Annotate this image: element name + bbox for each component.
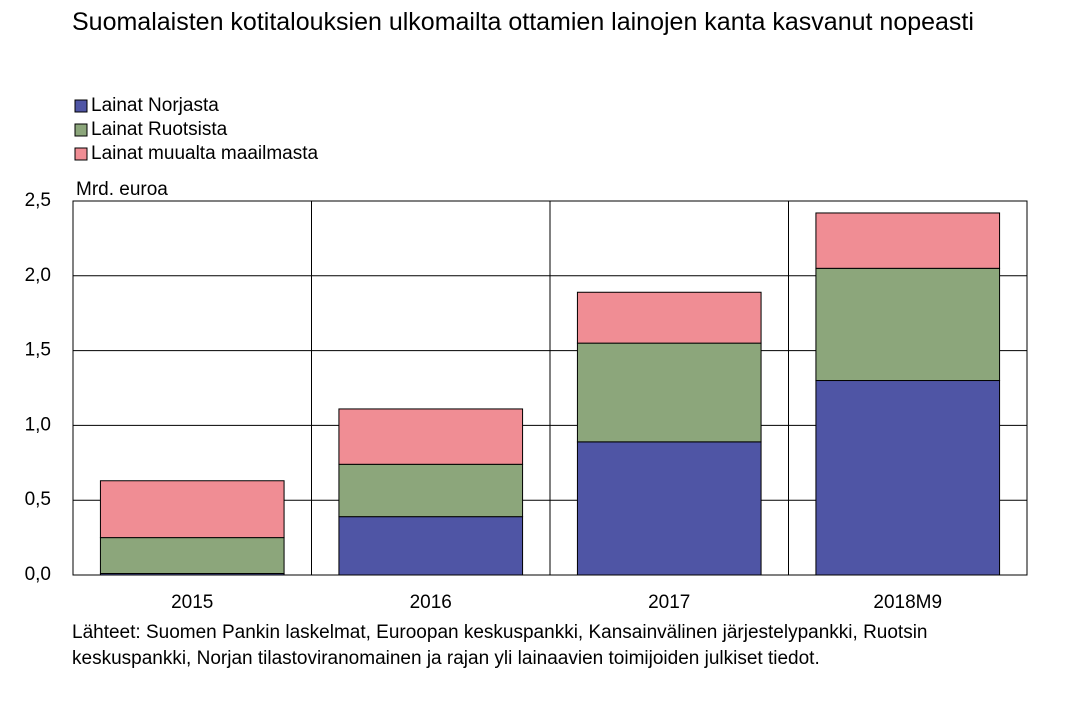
chart-title: Suomalaisten kotitalouksien ulkomailta o… (72, 8, 974, 36)
legend-swatch (74, 147, 88, 161)
legend-label: Lainat muualta maailmasta (91, 143, 318, 164)
x-tick-label: 2016 (410, 592, 452, 613)
bar-segment (576, 342, 762, 443)
bar-segment (338, 463, 524, 518)
bar-segment (815, 267, 1001, 382)
bar-segment (338, 408, 524, 465)
y-tick-label: 0,5 (25, 489, 51, 510)
bar-segment (99, 480, 285, 539)
legend-label: Lainat Norjasta (91, 95, 219, 116)
y-tick-label: 1,5 (25, 340, 51, 361)
legend-swatch (74, 123, 88, 137)
y-tick-label: 2,5 (25, 190, 51, 211)
bar-segment (99, 537, 285, 575)
bar-segment (576, 441, 762, 576)
y-axis-label: Mrd. euroa (76, 179, 168, 200)
source-note: Lähteet: Suomen Pankin laskelmat, Euroop… (72, 622, 928, 669)
bar-segment (815, 380, 1001, 576)
plot-frame (72, 200, 1028, 576)
x-tick-label: 2015 (171, 592, 213, 613)
y-tick-label: 1,0 (25, 414, 51, 435)
legend-label: Lainat Ruotsista (91, 119, 228, 140)
legend-swatch (74, 99, 88, 113)
bar-segment (576, 291, 762, 344)
y-tick-label: 2,0 (25, 265, 51, 286)
x-tick-label: 2018M9 (873, 592, 942, 613)
bar-segment (338, 516, 524, 576)
bar-segment (815, 212, 1001, 269)
y-tick-label: 0,0 (25, 564, 51, 585)
x-tick-label: 2017 (648, 592, 690, 613)
